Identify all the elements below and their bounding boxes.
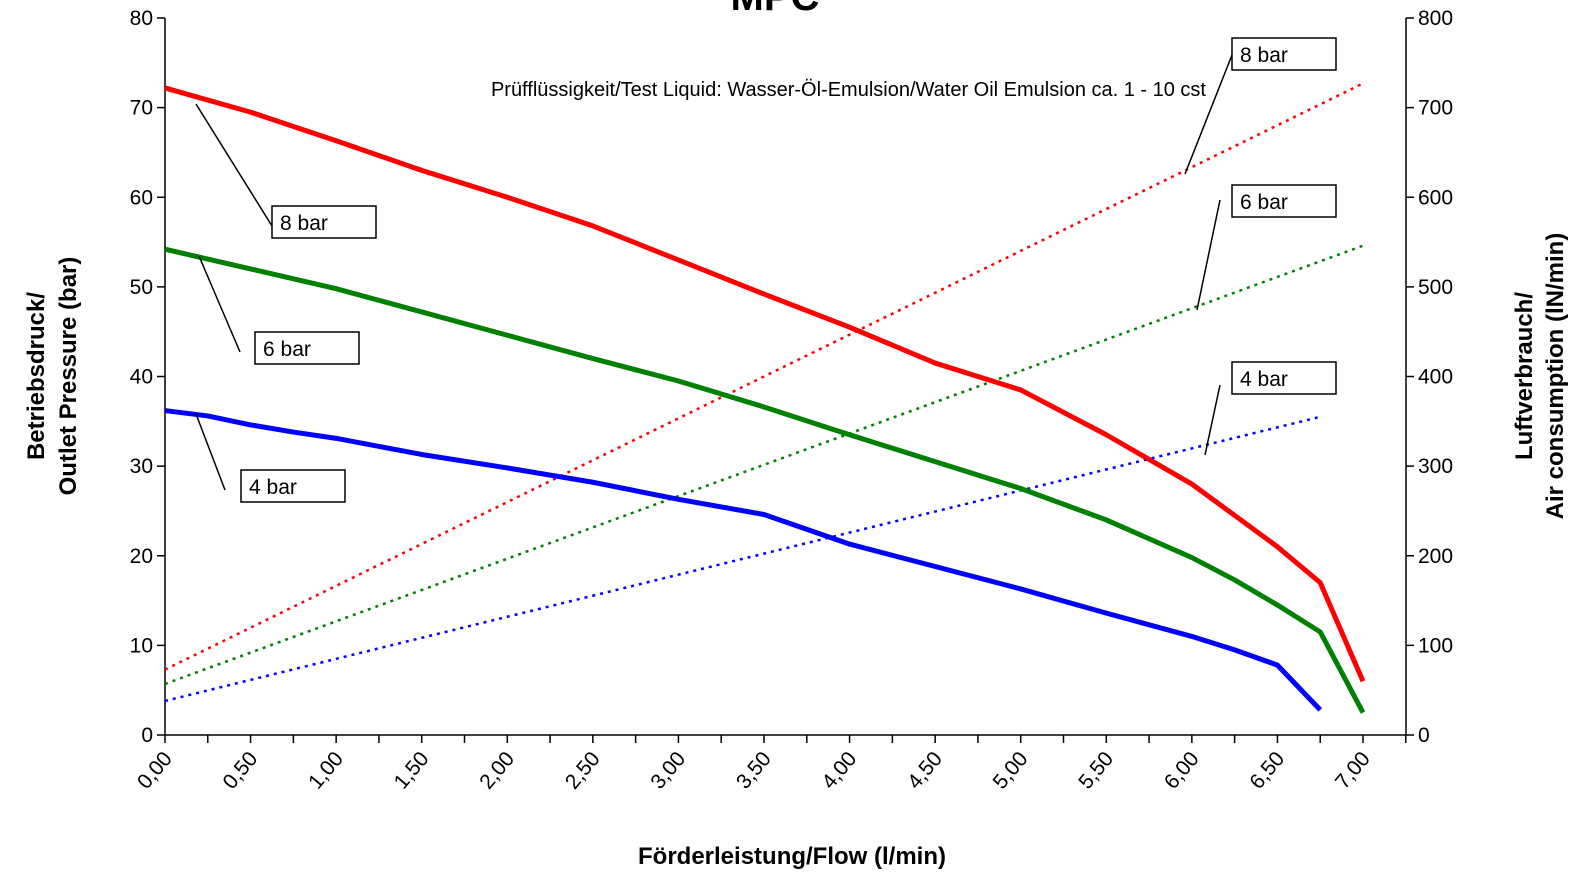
right-axis-ticks: 0 100 200 300 400 500 600 700 800 bbox=[1406, 7, 1453, 747]
pressure-6-callout-leader bbox=[198, 255, 241, 353]
outlet-pressure-series bbox=[164, 85, 1366, 714]
pressure-6-callout-box bbox=[254, 331, 360, 365]
x-tick-label: 0,00 bbox=[133, 747, 177, 793]
series-labels: 8 bar 6 bar 4 bar 8 bar 6 bar 4 bar bbox=[195, 37, 1337, 503]
air-4-callout-label: 4 bar bbox=[1240, 368, 1288, 391]
x-tick-label: 2,50 bbox=[561, 747, 605, 793]
right-tick-label: 0 bbox=[1418, 724, 1430, 747]
x-tick-label: 5,50 bbox=[1074, 747, 1118, 793]
x-tick-label: 3,50 bbox=[732, 747, 776, 793]
right-axis-title-line2: Air consumption (lN/min) bbox=[1542, 233, 1569, 520]
air-4-callout-box bbox=[1231, 361, 1337, 395]
x-axis-title: Förderleistung/Flow (l/min) bbox=[638, 843, 946, 870]
left-axis-title-line1: Betriebsdruck/ bbox=[23, 292, 50, 460]
x-tick-label: 6,00 bbox=[1160, 747, 1204, 793]
left-tick-label: 50 bbox=[130, 276, 153, 299]
left-tick-label: 30 bbox=[130, 455, 153, 478]
chart-title: MPC bbox=[731, 0, 820, 19]
x-tick-label: 6,50 bbox=[1245, 747, 1289, 793]
pressure-line-6-bar bbox=[164, 246, 1366, 714]
left-axis-ticks: 0 10 20 30 40 50 60 70 80 bbox=[130, 7, 165, 747]
right-tick-label: 200 bbox=[1418, 545, 1453, 568]
pressure-4-callout-label: 4 bar bbox=[249, 476, 297, 499]
right-tick-label: 300 bbox=[1418, 455, 1453, 478]
air-4-callout-leader bbox=[1204, 384, 1221, 456]
pressure-8-callout-leader bbox=[195, 103, 273, 227]
air-8-callout-box bbox=[1231, 37, 1337, 71]
x-tick-label: 3,00 bbox=[646, 747, 690, 793]
air-line-6-bar bbox=[164, 244, 1364, 686]
right-tick-label: 600 bbox=[1418, 186, 1453, 209]
left-tick-label: 40 bbox=[130, 366, 153, 389]
x-tick-label: 4,50 bbox=[903, 747, 947, 793]
air-8-callout-label: 8 bar bbox=[1240, 44, 1288, 67]
air-line-8-bar bbox=[164, 82, 1364, 671]
air-6-callout-label: 6 bar bbox=[1240, 191, 1288, 214]
pressure-8-callout-box bbox=[271, 205, 377, 239]
x-tick-label: 7,00 bbox=[1331, 747, 1375, 793]
right-tick-label: 800 bbox=[1418, 7, 1453, 30]
pressure-4-callout-leader bbox=[195, 413, 226, 491]
test-liquid-note: Prüfflüssigkeit/Test Liquid: Wasser-Öl-E… bbox=[491, 79, 1206, 101]
pressure-4-callout-box bbox=[240, 469, 346, 503]
left-tick-label: 20 bbox=[130, 545, 153, 568]
left-tick-label: 0 bbox=[141, 724, 153, 747]
x-tick-label: 2,00 bbox=[475, 747, 519, 793]
left-tick-label: 70 bbox=[130, 97, 153, 120]
pressure-line-4-bar bbox=[164, 408, 1323, 712]
x-tick-label: 4,00 bbox=[818, 747, 862, 793]
x-tick-label: 1,50 bbox=[390, 747, 434, 793]
left-tick-label: 10 bbox=[130, 634, 153, 657]
right-axis-title-line1: Luftverbrauch/ bbox=[1511, 292, 1538, 460]
air-6-callout-box bbox=[1231, 184, 1337, 218]
air-consumption-series bbox=[164, 82, 1364, 703]
right-tick-label: 400 bbox=[1418, 366, 1453, 389]
air-line-4-bar bbox=[164, 415, 1321, 703]
left-tick-label: 80 bbox=[130, 7, 153, 30]
left-tick-label: 60 bbox=[130, 186, 153, 209]
x-tick-label: 1,00 bbox=[304, 747, 348, 793]
pressure-6-callout-label: 6 bar bbox=[263, 338, 311, 361]
x-tick-label: 0,50 bbox=[219, 747, 263, 793]
air-6-callout-leader bbox=[1196, 199, 1221, 311]
right-tick-label: 100 bbox=[1418, 634, 1453, 657]
left-axis-title-line2: Outlet Pressure (bar) bbox=[55, 257, 82, 496]
pressure-line-8-bar bbox=[164, 85, 1366, 683]
right-tick-label: 500 bbox=[1418, 276, 1453, 299]
x-axis-ticks: 0,00 0,50 1,00 1,50 2,00 2,50 3,00 3,50 4,00 4,50… bbox=[133, 735, 1407, 794]
right-tick-label: 700 bbox=[1418, 97, 1453, 120]
pressure-8-callout-label: 8 bar bbox=[280, 212, 328, 235]
air-8-callout-leader bbox=[1184, 54, 1233, 175]
x-tick-label: 5,00 bbox=[989, 747, 1033, 793]
